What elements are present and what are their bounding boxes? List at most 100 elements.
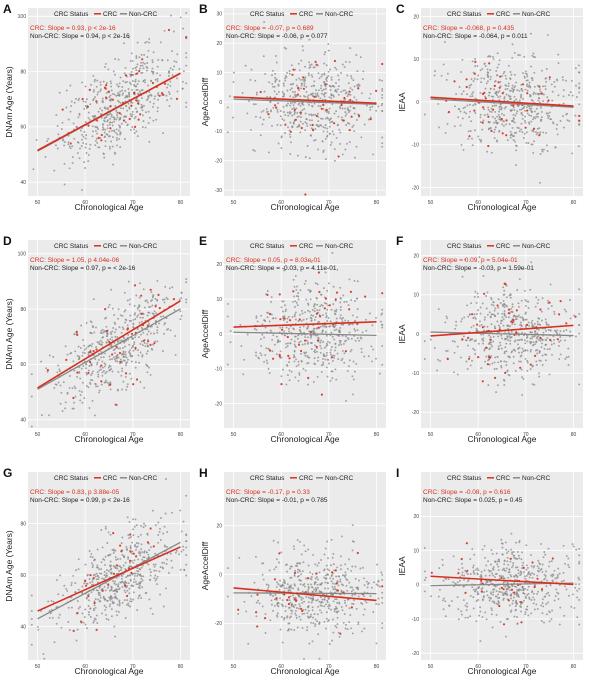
point-noncrc xyxy=(498,108,501,111)
point-noncrc xyxy=(309,290,312,293)
point-noncrc xyxy=(460,93,463,95)
point-crc xyxy=(85,584,88,587)
point-noncrc xyxy=(294,275,297,277)
point-noncrc xyxy=(317,104,320,107)
point-noncrc xyxy=(176,90,179,93)
x-tick-label: 70 xyxy=(326,664,332,670)
point-crc xyxy=(163,82,167,85)
point-noncrc xyxy=(88,365,91,367)
point-noncrc xyxy=(109,598,112,601)
point-noncrc xyxy=(302,325,305,328)
point-noncrc xyxy=(64,345,67,348)
point-noncrc xyxy=(492,340,495,343)
point-noncrc xyxy=(537,328,540,331)
point-noncrc xyxy=(530,143,533,146)
point-noncrc xyxy=(486,73,489,76)
point-noncrc xyxy=(143,556,146,559)
point-crc xyxy=(149,288,152,291)
point-noncrc xyxy=(37,628,40,631)
point-noncrc xyxy=(528,107,531,110)
point-noncrc xyxy=(517,305,520,308)
point-noncrc xyxy=(239,323,242,326)
point-noncrc xyxy=(333,356,335,359)
point-noncrc xyxy=(240,344,243,347)
point-noncrc xyxy=(471,586,474,589)
point-noncrc xyxy=(133,341,136,344)
point-noncrc xyxy=(537,338,540,341)
plot-area xyxy=(28,8,190,196)
point-noncrc xyxy=(516,343,519,346)
point-noncrc xyxy=(160,315,162,318)
point-noncrc xyxy=(304,608,307,611)
point-crc xyxy=(287,596,291,599)
point-noncrc xyxy=(292,327,295,330)
point-noncrc xyxy=(311,640,314,643)
point-noncrc xyxy=(515,144,518,147)
y-tick-label: -20 xyxy=(215,159,222,165)
point-noncrc xyxy=(96,132,99,135)
point-noncrc xyxy=(100,356,103,359)
point-noncrc xyxy=(48,616,51,619)
point-noncrc xyxy=(477,135,480,138)
point-noncrc xyxy=(314,577,317,580)
point-crc xyxy=(275,597,278,600)
point-noncrc xyxy=(128,349,131,352)
point-noncrc xyxy=(337,115,340,118)
point-noncrc xyxy=(304,369,307,372)
point-noncrc xyxy=(339,578,342,581)
point-noncrc xyxy=(275,558,278,561)
point-noncrc xyxy=(503,563,506,566)
point-noncrc xyxy=(482,342,484,345)
point-noncrc xyxy=(135,107,137,110)
point-noncrc xyxy=(149,116,151,119)
point-noncrc xyxy=(518,89,521,92)
point-noncrc xyxy=(461,275,464,278)
point-noncrc xyxy=(110,586,113,589)
point-noncrc xyxy=(109,80,112,83)
point-noncrc xyxy=(493,121,496,124)
point-noncrc xyxy=(316,613,319,616)
point-noncrc xyxy=(81,585,84,588)
point-noncrc xyxy=(533,56,536,59)
point-noncrc xyxy=(355,297,358,300)
point-noncrc xyxy=(562,95,565,98)
point-noncrc xyxy=(507,316,510,319)
point-crc xyxy=(115,345,118,348)
point-crc xyxy=(135,378,139,381)
point-noncrc xyxy=(168,287,171,290)
point-noncrc xyxy=(281,91,284,93)
point-noncrc xyxy=(494,327,497,330)
point-noncrc xyxy=(306,354,309,357)
legend-label-crc: CRC xyxy=(103,243,117,250)
point-noncrc xyxy=(348,331,351,334)
point-crc xyxy=(505,119,508,122)
point-noncrc xyxy=(502,378,505,381)
point-noncrc xyxy=(323,553,326,556)
point-noncrc xyxy=(121,536,124,539)
y-tick-label: -20 xyxy=(412,185,419,191)
point-noncrc xyxy=(44,156,47,158)
point-crc xyxy=(487,115,490,118)
point-noncrc xyxy=(120,374,123,377)
point-noncrc xyxy=(331,84,334,87)
point-noncrc xyxy=(349,586,352,589)
point-noncrc xyxy=(117,340,119,343)
point-crc xyxy=(465,85,468,89)
point-noncrc xyxy=(567,557,570,560)
point-noncrc xyxy=(483,77,486,80)
point-noncrc xyxy=(544,88,547,91)
x-axis-label: Chronological Age xyxy=(468,202,537,212)
point-noncrc xyxy=(156,106,159,109)
point-noncrc xyxy=(526,75,529,78)
point-noncrc xyxy=(105,574,108,577)
point-noncrc xyxy=(166,59,169,62)
point-noncrc xyxy=(299,95,302,98)
point-noncrc xyxy=(315,89,317,92)
point-noncrc xyxy=(260,344,263,347)
point-noncrc xyxy=(109,331,112,334)
point-noncrc xyxy=(517,314,520,317)
point-crc xyxy=(330,356,333,359)
point-noncrc xyxy=(76,126,79,129)
point-noncrc xyxy=(488,574,491,577)
point-noncrc xyxy=(143,306,146,309)
